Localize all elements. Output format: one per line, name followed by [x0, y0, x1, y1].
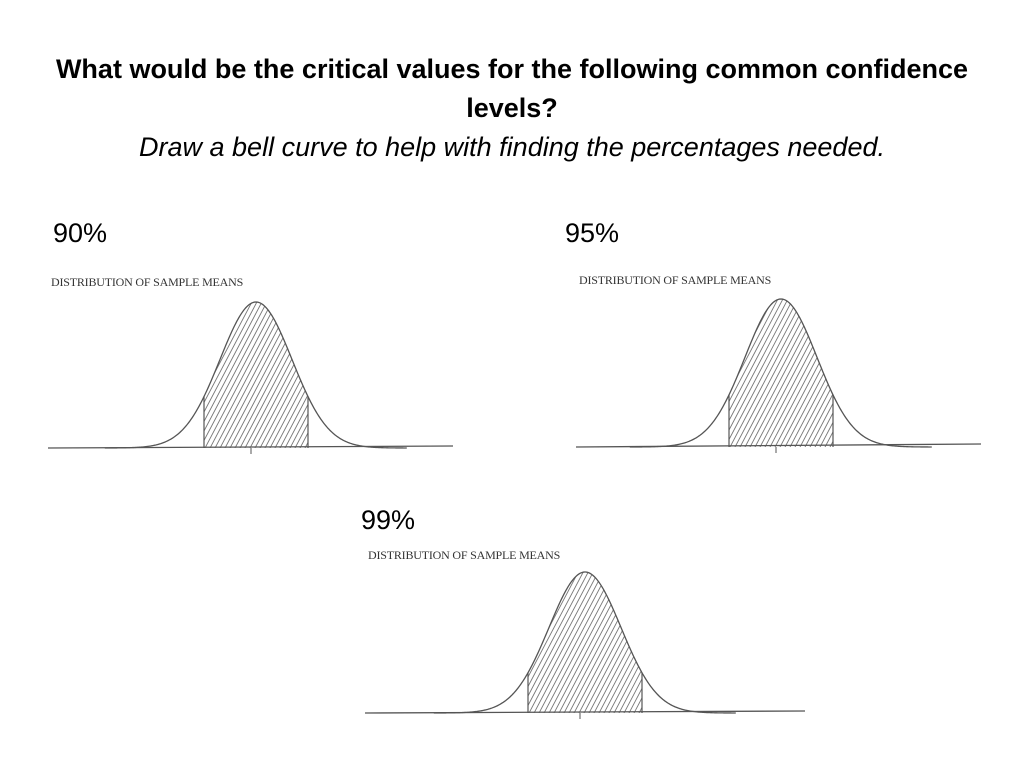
shaded-region: [729, 299, 833, 447]
bell-curve-diagram-99: DISTRIBUTION OF SAMPLE MEANS: [365, 543, 810, 723]
distribution-caption: DISTRIBUTION OF SAMPLE MEANS: [579, 273, 772, 287]
confidence-label-99: 99%: [361, 505, 416, 535]
bell-curve-svg: [365, 571, 806, 719]
shaded-region: [204, 302, 308, 448]
slide-title: What would be the critical values for th…: [40, 50, 984, 167]
confidence-label-90: 90%: [53, 218, 108, 248]
distribution-caption: DISTRIBUTION OF SAMPLE MEANS: [368, 548, 561, 562]
distribution-caption: DISTRIBUTION OF SAMPLE MEANS: [51, 275, 244, 289]
bell-curve-line: [433, 571, 736, 714]
shaded-region: [528, 572, 642, 713]
bell-curve-svg: [48, 301, 454, 454]
title-question: What would be the critical values for th…: [55, 54, 969, 123]
title-instruction: Draw a bell curve to help with finding t…: [139, 132, 885, 162]
bell-curve-diagram-90: DISTRIBUTION OF SAMPLE MEANS: [48, 270, 458, 460]
bell-curve-svg: [576, 298, 982, 453]
bell-curve-line: [629, 298, 932, 448]
confidence-label-95: 95%: [565, 218, 620, 248]
bell-curve-line: [104, 301, 407, 449]
bell-curve-diagram-95: DISTRIBUTION OF SAMPLE MEANS: [576, 268, 986, 458]
